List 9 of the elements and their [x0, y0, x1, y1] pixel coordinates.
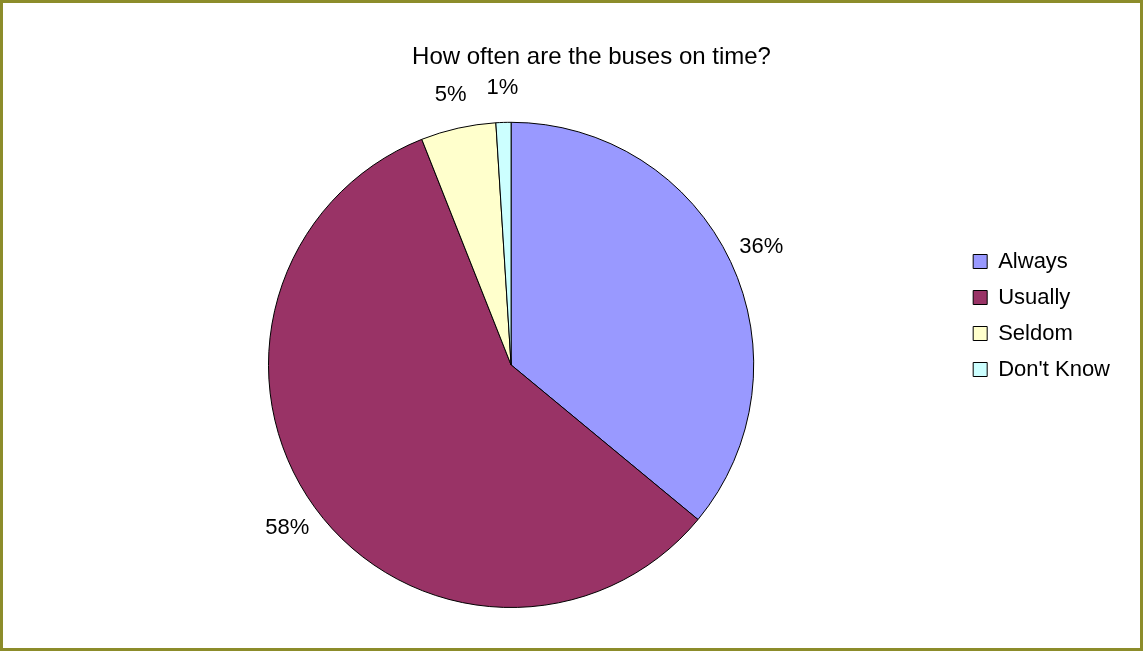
- data-label: 1%: [486, 74, 519, 100]
- data-label: 36%: [739, 233, 784, 259]
- legend-label: Always: [998, 247, 1068, 273]
- legend-label: Don't Know: [998, 355, 1111, 381]
- data-label: 58%: [265, 513, 310, 539]
- legend-label: Seldom: [998, 319, 1073, 345]
- legend-label: Usually: [998, 283, 1071, 309]
- data-label: 5%: [434, 81, 467, 107]
- chart-title: How often are the buses on time?: [412, 42, 771, 70]
